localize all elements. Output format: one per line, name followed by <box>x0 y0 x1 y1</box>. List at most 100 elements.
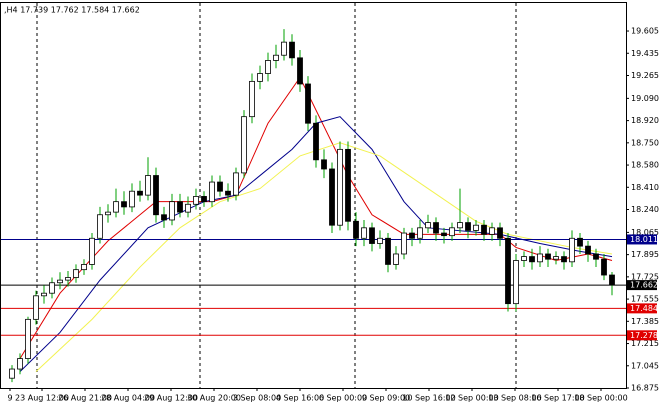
candle-body <box>329 168 335 226</box>
x-tick-label: 26 Aug 21:00 <box>58 394 112 403</box>
y-tick-label: 17.215 <box>631 339 659 348</box>
candle-body <box>409 232 415 239</box>
moving-average <box>19 116 613 373</box>
x-tick-label: 29 Aug 12:00 <box>144 394 198 403</box>
candle-body <box>121 201 127 208</box>
x-tick-label: 12 Sep 00:00 <box>445 394 498 403</box>
candle-body <box>569 237 575 263</box>
candle-body <box>401 232 407 255</box>
y-tick-label: 19.090 <box>631 94 659 103</box>
y-tick-label: 17.725 <box>631 272 659 281</box>
candle-body <box>529 256 535 263</box>
y-tick-label: 17.385 <box>631 317 659 326</box>
candle-body <box>281 41 287 56</box>
candle-body <box>465 222 471 231</box>
y-tick-label: 18.410 <box>631 183 659 192</box>
x-tick-label: 28 Aug 04:00 <box>101 394 155 403</box>
candle-body <box>305 83 311 124</box>
x-tick-label: 16 Sep 17:00 <box>531 394 584 403</box>
candle-body <box>153 175 159 216</box>
moving-average <box>19 76 613 359</box>
candle-body <box>449 227 455 237</box>
candle-body <box>225 190 231 196</box>
y-tick-label: 17.555 <box>631 295 659 304</box>
candle-body <box>473 224 479 231</box>
candle-body <box>265 60 271 74</box>
candle-body <box>241 116 247 174</box>
y-tick-label: 18.750 <box>631 138 659 147</box>
candle-body <box>577 237 583 247</box>
y-tick-label: 19.435 <box>631 49 659 58</box>
candle-body <box>193 196 199 205</box>
y-tick-label: 18.240 <box>631 205 659 214</box>
chart-title: ,H4 17.739 17.762 17.584 17.662 <box>4 6 140 15</box>
candle-body <box>257 73 263 82</box>
candle-body <box>65 277 71 281</box>
x-tick-label: 13 Sep 08:00 <box>488 394 541 403</box>
candle-body <box>177 201 183 213</box>
candle-body <box>561 256 567 263</box>
candle-body <box>425 222 431 229</box>
candle-body <box>489 227 495 235</box>
candle-body <box>433 222 439 234</box>
candle-body <box>545 253 551 260</box>
y-tick-label: 17.045 <box>631 361 659 370</box>
candle-body <box>457 222 463 229</box>
candle-body <box>97 214 103 239</box>
candle-body <box>209 181 215 203</box>
x-tick-label: 30 Aug 20:00 <box>187 394 241 403</box>
candle-body <box>161 214 167 221</box>
y-tick-label: 18.920 <box>631 116 659 125</box>
candle-body <box>185 203 191 213</box>
plot-frame <box>0 2 627 389</box>
y-tick-label: 18.065 <box>631 228 659 237</box>
candle-body <box>289 41 295 59</box>
level-label-box <box>627 280 657 291</box>
candle-body <box>441 232 447 237</box>
candle-body <box>609 274 615 286</box>
x-tick-label: 9 <box>7 394 12 403</box>
candle-body <box>169 201 175 221</box>
candle-body <box>537 253 543 263</box>
candle-body <box>49 282 55 294</box>
y-tick-label: 18.580 <box>631 161 659 170</box>
candle-body <box>345 148 351 222</box>
x-tick-label: 18 Sep 00:00 <box>574 394 627 403</box>
candle-body <box>321 159 327 170</box>
y-tick-label: 19.265 <box>631 71 659 80</box>
candle-body <box>297 57 303 85</box>
candle-body <box>313 122 319 161</box>
candle-body <box>57 279 63 284</box>
level-label: 17.278 <box>630 331 658 340</box>
level-label: 17.484 <box>630 304 658 313</box>
candle-body <box>145 175 151 196</box>
x-tick-label: 6 Sep 00:00 <box>319 394 367 403</box>
x-tick-label: 10 Sep 16:00 <box>402 394 455 403</box>
candle-body <box>89 237 95 265</box>
candle-body <box>273 54 279 61</box>
candle-body <box>505 237 511 305</box>
candle-body <box>41 292 47 297</box>
candle-body <box>521 256 527 261</box>
candle-body <box>481 224 487 235</box>
candle-body <box>393 253 399 265</box>
candle-body <box>73 269 79 278</box>
x-tick-label: 4 Sep 16:00 <box>276 394 324 403</box>
candle-body <box>249 80 255 118</box>
candle-body <box>337 148 343 226</box>
level-label: 18.011 <box>630 235 658 244</box>
candle-body <box>601 258 607 276</box>
candle-body <box>513 260 519 305</box>
candle-body <box>217 181 223 192</box>
x-tick-label: 3 Sep 08:00 <box>233 394 281 403</box>
level-label: 17.662 <box>630 281 658 290</box>
candle-body <box>417 227 423 239</box>
y-tick-label: 16.875 <box>631 384 659 393</box>
candle-body <box>361 227 367 239</box>
y-tick-label: 19.605 <box>631 27 659 36</box>
level-label-box <box>627 303 657 314</box>
period-separators <box>36 3 517 388</box>
candle-body <box>17 358 23 370</box>
candle-body <box>377 237 383 244</box>
